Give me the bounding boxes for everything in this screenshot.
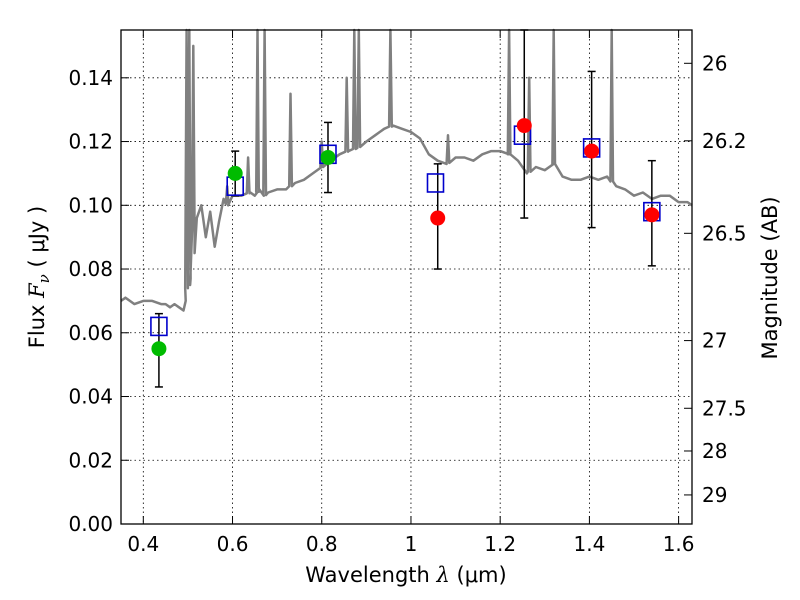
plot-frame bbox=[120, 29, 693, 525]
model-photometry-square bbox=[426, 173, 445, 193]
grid bbox=[121, 30, 692, 525]
observed-points-layer bbox=[151, 118, 660, 357]
y2-tick-label: 26.5 bbox=[702, 221, 747, 245]
y-tick-label: 0.00 bbox=[68, 512, 113, 536]
observed-point-green bbox=[320, 149, 336, 165]
y-tick-label: 0.14 bbox=[68, 66, 113, 90]
y2-tick-label: 29 bbox=[702, 483, 727, 507]
y2-tick-label: 27 bbox=[702, 329, 727, 353]
y-axis-ticks: 0.00 0.02 0.04 0.06 0.08 0.10 0.12 0.14 bbox=[68, 66, 129, 536]
x-tick-label: 0.8 bbox=[306, 532, 338, 556]
y-tick-label: 0.02 bbox=[68, 448, 113, 472]
observed-point-green bbox=[227, 165, 243, 181]
x-tick-label: 1.4 bbox=[573, 532, 605, 556]
y2-tick-label: 27.5 bbox=[702, 396, 747, 420]
observed-point-red bbox=[584, 143, 600, 159]
model-spectrum-layer bbox=[120, 28, 693, 312]
observed-point-red bbox=[430, 210, 446, 226]
y2-tick-label: 26 bbox=[702, 51, 727, 75]
x-tick-label: 0.4 bbox=[127, 532, 159, 556]
y-tick-label: 0.12 bbox=[68, 130, 113, 154]
y2-tick-label: 28 bbox=[702, 439, 727, 463]
x-tick-label: 1.2 bbox=[484, 532, 516, 556]
observed-point-green bbox=[151, 341, 167, 357]
y-tick-label: 0.06 bbox=[68, 321, 113, 345]
x-axis-ticks: 0.4 0.6 0.8 1 1.2 1.4 1.6 bbox=[127, 30, 695, 556]
y-axis-title: Flux Fν ( μJy ) bbox=[25, 206, 53, 348]
y2-axis-title: Magnitude (AB) bbox=[758, 196, 782, 359]
error-bars-layer bbox=[154, 29, 656, 388]
y-tick-label: 0.04 bbox=[68, 385, 113, 409]
model-spectrum-line bbox=[120, 28, 693, 312]
x-tick-label: 1 bbox=[405, 532, 418, 556]
y-tick-label: 0.08 bbox=[68, 257, 113, 281]
model-photometry-square bbox=[150, 316, 168, 337]
x-axis-title: Wavelength λ (μm) bbox=[305, 563, 506, 587]
x-tick-label: 0.6 bbox=[217, 532, 249, 556]
observed-point-red bbox=[644, 207, 660, 223]
observed-point-red bbox=[516, 118, 532, 134]
x-tick-label: 1.6 bbox=[663, 532, 695, 556]
model-photometry-layer bbox=[150, 125, 661, 337]
y2-axis-ticks: 26 26.2 26.5 27 27.5 28 29 bbox=[684, 51, 747, 507]
y-tick-label: 0.10 bbox=[68, 193, 113, 217]
y2-tick-label: 26.2 bbox=[702, 129, 747, 153]
